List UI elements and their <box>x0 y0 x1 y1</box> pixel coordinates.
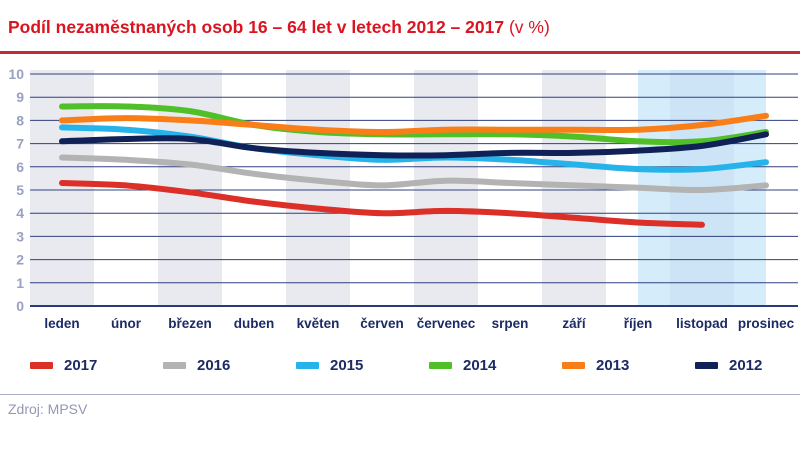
legend-swatch-2013 <box>562 361 585 369</box>
y-tick-label: 2 <box>16 252 24 268</box>
source-divider-rule <box>0 394 800 395</box>
page-title-suffix: (v %) <box>504 17 550 37</box>
legend-label-2017: 2017 <box>64 356 98 374</box>
unemployment-line-chart: 0 1 2 3 4 5 6 7 8 9 10 leden únor březen duben květen če… <box>8 66 798 331</box>
x-tick-label: duben <box>234 316 275 331</box>
y-tick-label: 6 <box>16 159 24 175</box>
y-tick-label: 7 <box>16 136 24 152</box>
series-line-2012 <box>59 131 769 159</box>
x-tick-label: září <box>562 316 587 331</box>
legend-swatch-2012 <box>695 361 718 369</box>
y-tick-label: 8 <box>16 112 24 128</box>
y-tick-label: 0 <box>16 298 24 314</box>
chart-legend: 2017 2016 2015 2014 2013 2012 <box>0 353 800 377</box>
legend-swatch-2017 <box>30 361 53 369</box>
x-tick-label: listopad <box>676 316 728 331</box>
page-title: Podíl nezaměstnaných osob 16 – 64 let v … <box>8 17 550 38</box>
series-line-2014 <box>59 103 769 146</box>
legend-swatch-2015 <box>296 361 319 369</box>
legend-label-2014: 2014 <box>463 356 497 374</box>
x-tick-label: říjen <box>624 316 653 331</box>
legend-swatch-2016 <box>163 361 186 369</box>
x-tick-label: prosinec <box>738 316 795 331</box>
y-tick-label: 4 <box>16 205 24 221</box>
legend-item-2012: 2012 <box>695 353 762 377</box>
x-tick-label: červenec <box>417 316 476 331</box>
y-tick-label: 3 <box>16 228 24 244</box>
legend-item-2013: 2013 <box>562 353 629 377</box>
legend-item-2016: 2016 <box>163 353 230 377</box>
y-tick-label: 9 <box>16 89 24 105</box>
series-line-2016 <box>59 154 769 194</box>
series-line-2013 <box>59 112 769 135</box>
page-title-main: Podíl nezaměstnaných osob 16 – 64 let v … <box>8 17 505 37</box>
x-tick-label: srpen <box>492 316 529 331</box>
legend-item-2015: 2015 <box>296 353 363 377</box>
month-band <box>286 70 350 306</box>
legend-label-2016: 2016 <box>197 356 231 374</box>
legend-swatch-2014 <box>429 361 452 369</box>
legend-item-2014: 2014 <box>429 353 496 377</box>
x-tick-label: květen <box>297 316 340 331</box>
y-tick-label: 1 <box>16 275 24 291</box>
source-label: Zdroj: MPSV <box>8 401 88 417</box>
x-tick-label: únor <box>111 316 142 331</box>
title-underline-rule <box>0 51 800 54</box>
x-tick-label: leden <box>44 316 79 331</box>
legend-label-2013: 2013 <box>596 356 630 374</box>
month-band <box>414 70 478 306</box>
x-tick-label: březen <box>168 316 212 331</box>
series-line-2017 <box>59 180 705 228</box>
legend-label-2015: 2015 <box>330 356 364 374</box>
y-tick-label: 5 <box>16 182 24 198</box>
legend-label-2012: 2012 <box>729 356 763 374</box>
x-tick-label: červen <box>360 316 404 331</box>
y-tick-label: 10 <box>8 66 24 82</box>
legend-item-2017: 2017 <box>30 353 97 377</box>
